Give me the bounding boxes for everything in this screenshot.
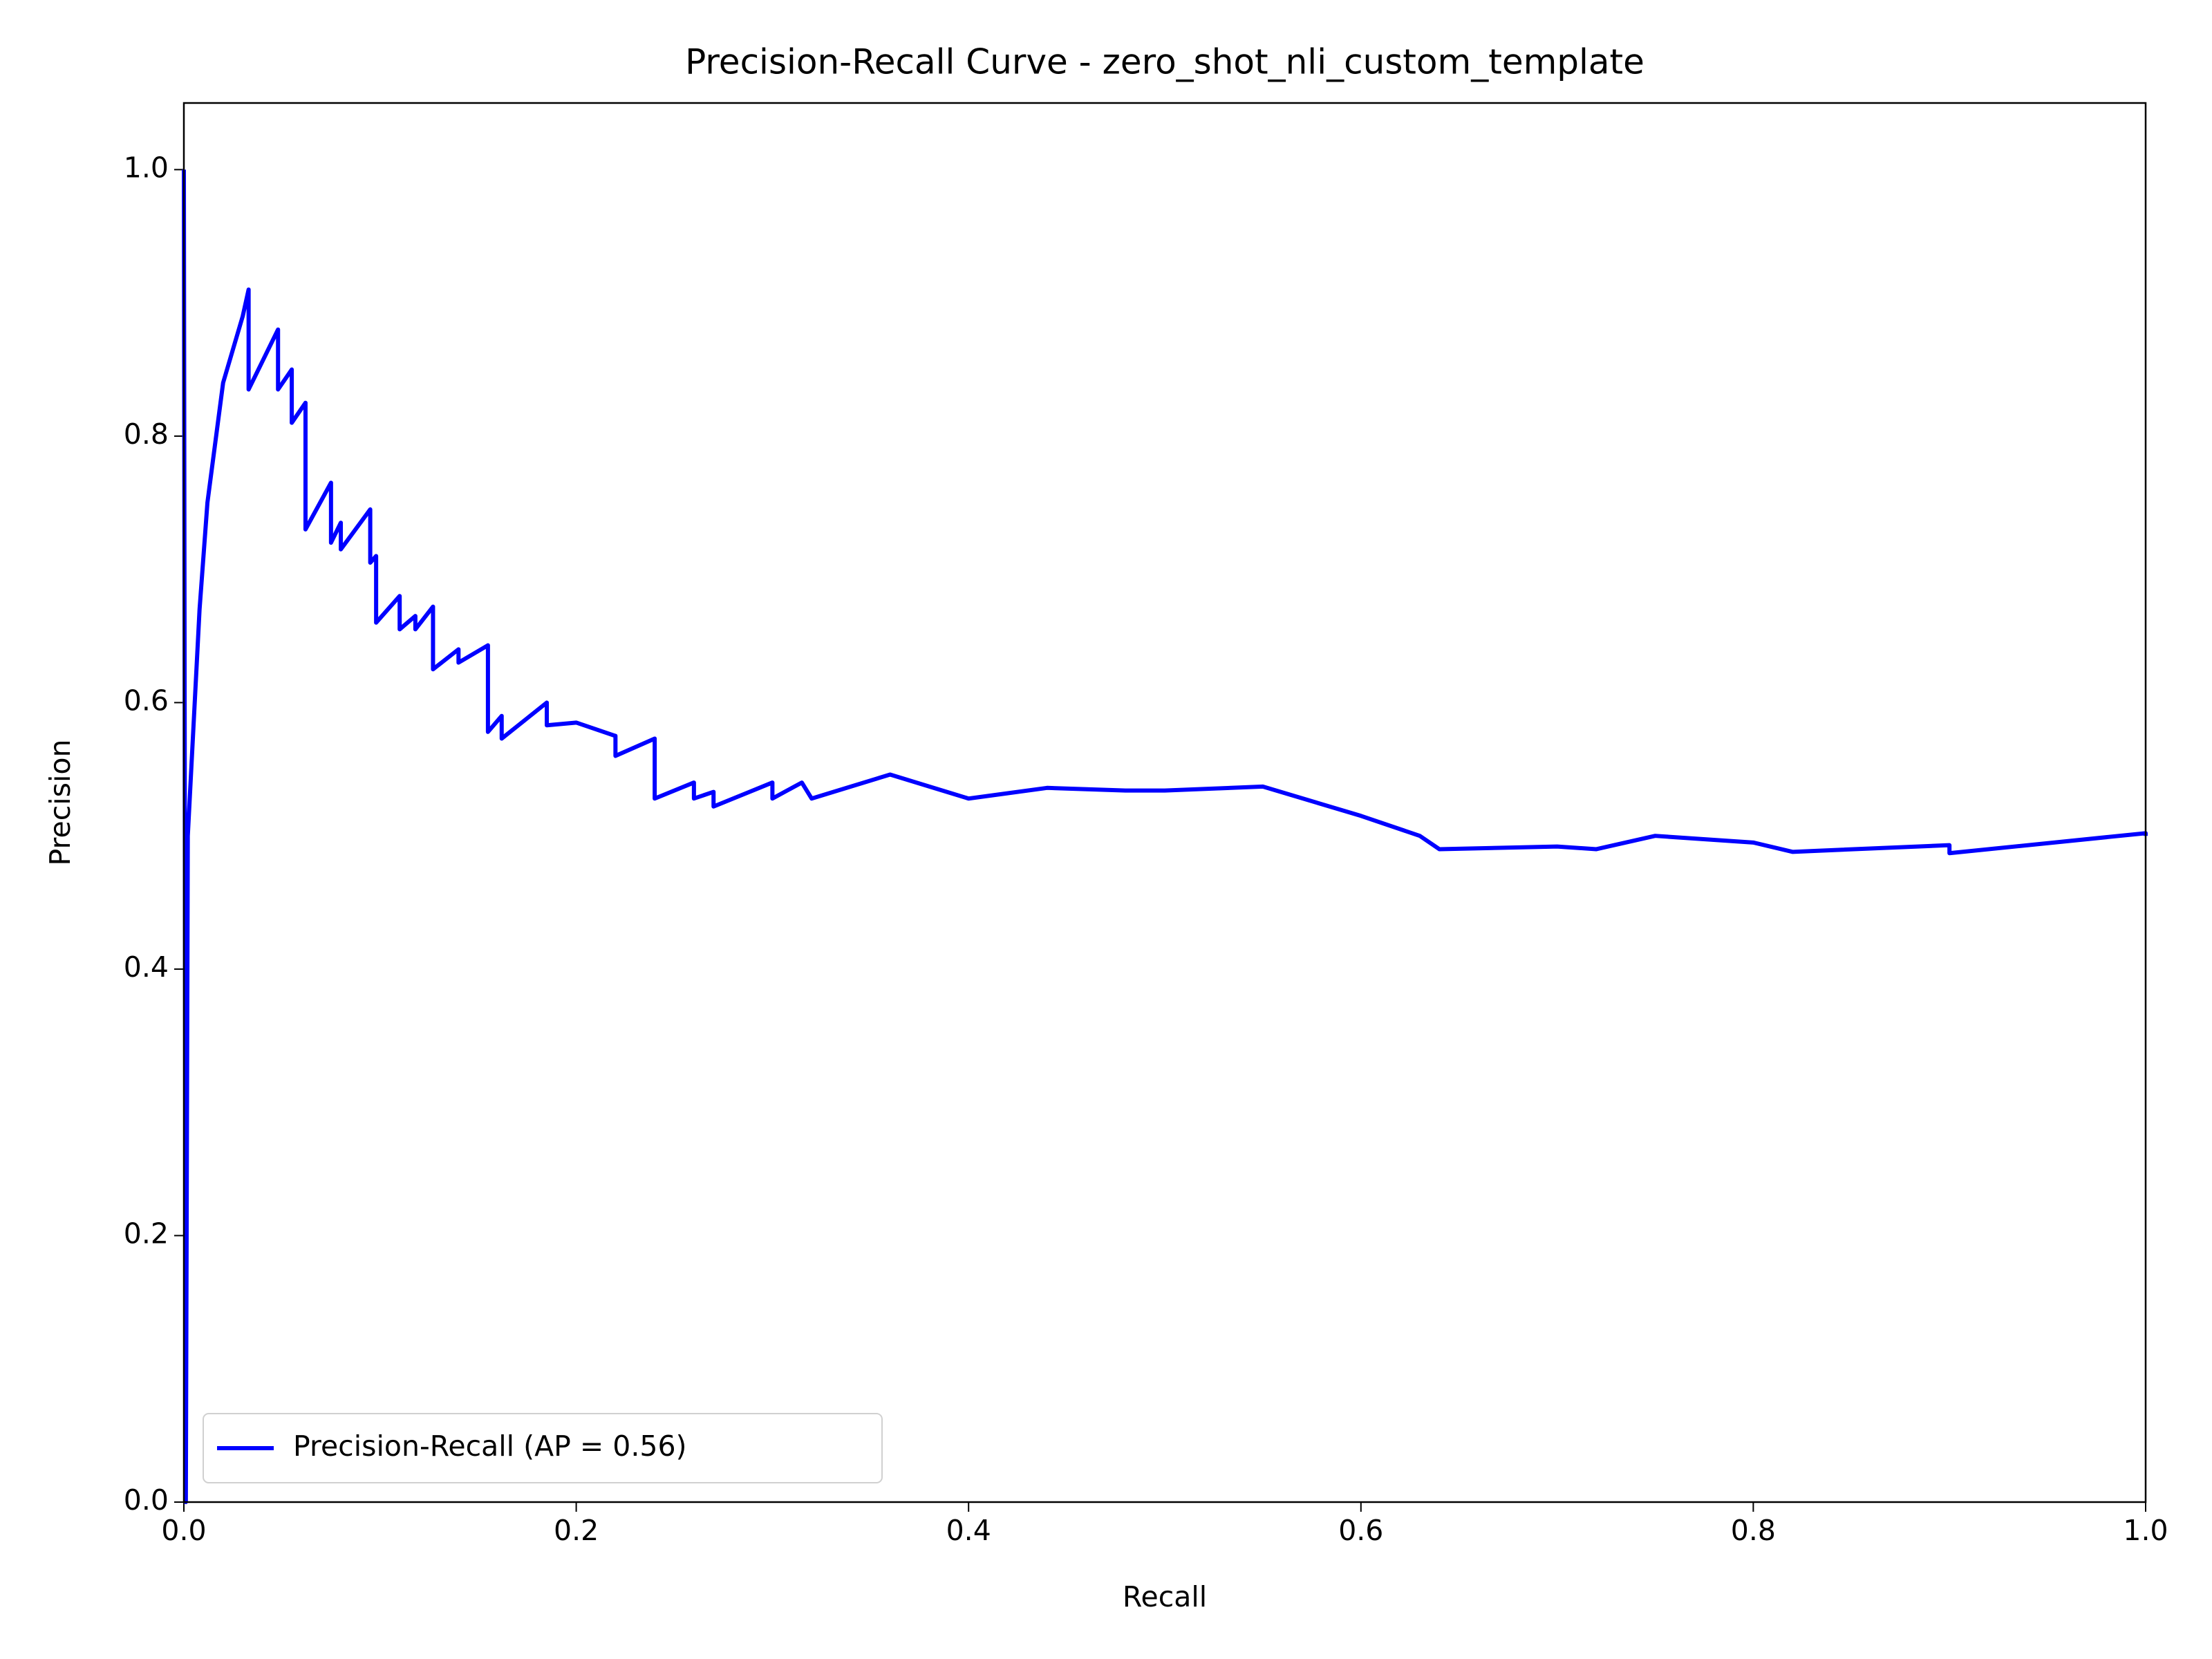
x-tick-label: 1.0 (2123, 1514, 2168, 1547)
y-tick-label: 0.4 (124, 950, 169, 984)
x-tick-label: 0.2 (554, 1514, 599, 1547)
chart-title: Precision-Recall Curve - zero_shot_nli_c… (685, 42, 1644, 82)
x-tick-label: 0.4 (946, 1514, 991, 1547)
x-axis-label: Recall (1123, 1580, 1207, 1613)
x-tick-label: 0.8 (1731, 1514, 1776, 1547)
y-tick-label: 0.6 (124, 684, 169, 717)
y-tick-label: 0.0 (124, 1483, 169, 1517)
x-tick-label: 0.6 (1338, 1514, 1383, 1547)
pr-curve (182, 169, 2148, 1504)
legend-label: Precision-Recall (AP = 0.56) (293, 1430, 687, 1463)
x-tick-label: 0.0 (161, 1514, 206, 1547)
y-tick-label: 1.0 (124, 151, 169, 184)
y-axis-label: Precision (44, 740, 77, 866)
legend-box (203, 1413, 883, 1483)
plot-frame (182, 102, 2147, 1503)
y-tick-label: 0.8 (124, 418, 169, 451)
y-tick-label: 0.2 (124, 1217, 169, 1250)
